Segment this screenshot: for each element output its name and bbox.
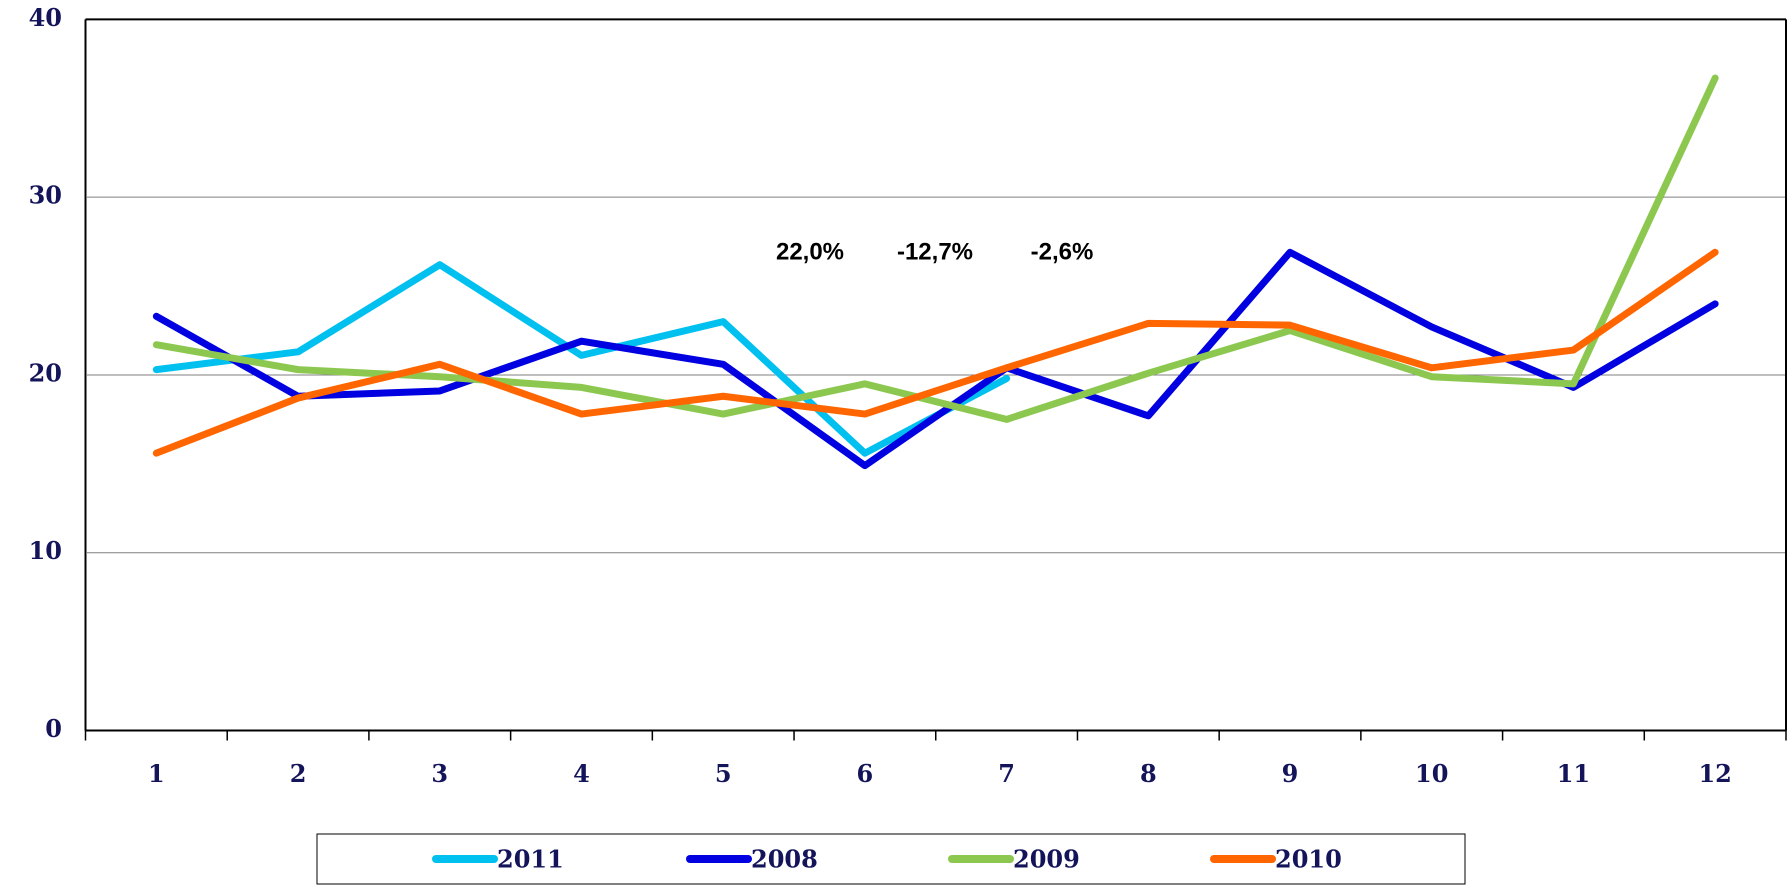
x-tick-label: 2	[290, 759, 307, 788]
x-tick-label: 5	[715, 759, 732, 788]
series-line	[152, 74, 1719, 423]
series-line	[152, 248, 1719, 470]
x-tick-label: 9	[1282, 759, 1299, 788]
y-tick-label: 0	[45, 714, 62, 743]
x-tick-label: 7	[998, 759, 1015, 788]
x-tick-label: 4	[573, 759, 590, 788]
series-line	[152, 248, 1719, 457]
legend-label: 2009	[1013, 845, 1080, 874]
y-tick-label: 10	[29, 536, 62, 565]
annotation: 22,0%	[776, 238, 844, 265]
annotation: -12,7%	[897, 238, 973, 265]
y-tick-label: 30	[29, 181, 62, 210]
y-tick-label: 20	[29, 358, 62, 387]
x-tick-label: 6	[857, 759, 874, 788]
x-tick-label: 1	[148, 759, 165, 788]
annotation: -2,6%	[1031, 238, 1094, 265]
x-tick-label: 11	[1557, 759, 1590, 788]
x-tick-label: 12	[1698, 759, 1731, 788]
x-tick-label: 10	[1415, 759, 1448, 788]
y-tick-label: 40	[29, 3, 62, 32]
legend-label: 2008	[751, 845, 818, 874]
x-tick-label: 3	[431, 759, 448, 788]
series-line	[152, 261, 1011, 457]
legend-label: 2011	[497, 845, 564, 874]
x-tick-label: 8	[1140, 759, 1157, 788]
legend-label: 2010	[1275, 845, 1342, 874]
